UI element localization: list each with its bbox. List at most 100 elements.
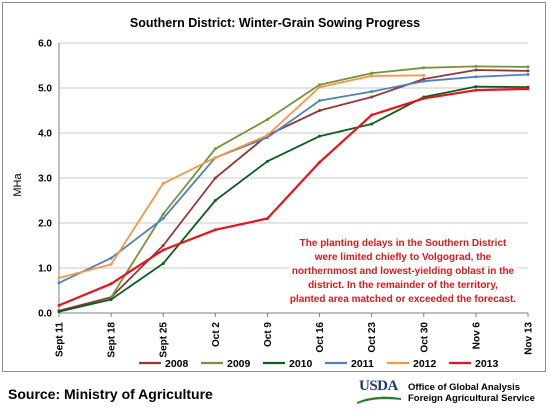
chart-title: Southern District: Winter-Grain Sowing P… (130, 16, 420, 30)
annotation-box (288, 232, 518, 310)
data-point (370, 74, 374, 78)
series-line (58, 74, 424, 279)
legend-label: 2010 (289, 358, 313, 370)
series-2009 (109, 64, 530, 299)
x-tick-label: Oct 23 (367, 322, 378, 353)
data-point (57, 303, 61, 307)
data-point (57, 276, 61, 280)
data-point (318, 134, 322, 138)
data-point (213, 199, 217, 202)
data-point (422, 79, 426, 83)
legend: 2008 2009 2010 2011 2012 2013 (139, 358, 499, 370)
data-point (265, 118, 269, 121)
data-point (474, 75, 478, 79)
data-point (161, 217, 165, 220)
x-tick-label: Oct 30 (419, 322, 430, 353)
data-point (109, 298, 113, 301)
data-point (474, 85, 478, 89)
usda-logo: USDA (355, 378, 407, 408)
data-point (161, 212, 165, 216)
data-point (161, 248, 165, 252)
data-point (213, 147, 217, 151)
data-point (526, 65, 530, 69)
x-tick-label: Sept 11 (55, 322, 66, 357)
series-line (58, 85, 529, 313)
y-tick-label: 1.0 (38, 264, 52, 275)
y-tick-label: 3.0 (38, 174, 52, 185)
data-point (109, 256, 113, 260)
data-point (474, 68, 478, 72)
data-point (370, 122, 374, 126)
usda-swoosh-icon (357, 396, 401, 404)
annotation-line: district. In the remainder of the territ… (308, 280, 498, 291)
data-point (318, 109, 322, 112)
agency-line-1: Office of Global Analysis (408, 382, 521, 393)
data-point (265, 217, 269, 220)
chart-frame: Southern District: Winter-Grain Sowing P… (2, 2, 546, 372)
legend-item-2012: 2012 (387, 358, 437, 370)
data-point (526, 69, 530, 73)
series-2012 (57, 73, 426, 280)
agency-name: Office of Global Analysis Foreign Agricu… (408, 382, 535, 404)
legend-item-2009: 2009 (201, 358, 251, 370)
data-point (526, 73, 530, 76)
data-point (370, 95, 374, 99)
x-tick-label: Oct 9 (263, 322, 274, 347)
data-point (422, 96, 426, 100)
data-point (213, 176, 217, 180)
source-note: Source: Ministry of Agriculture (8, 386, 213, 402)
data-point (109, 282, 113, 286)
legend-label: 2011 (351, 358, 374, 370)
legend-label: 2009 (227, 358, 251, 370)
data-point (265, 136, 269, 139)
annotation-line: were limited chiefly to Volgograd, the (314, 252, 492, 263)
annotation: The planting delays in the Southern Dist… (288, 232, 518, 310)
data-point (422, 66, 426, 70)
legend-label: 2008 (165, 358, 189, 370)
data-point (422, 77, 426, 81)
x-tick-label: Oct 2 (211, 322, 222, 347)
annotation-line: northernmost and lowest-yielding oblast … (292, 266, 515, 277)
y-tick-label: 4.0 (38, 129, 52, 140)
data-point (422, 73, 426, 77)
data-point (265, 159, 269, 163)
data-point (161, 262, 165, 265)
annotation-line: planted area matched or exceeded the for… (290, 294, 516, 305)
data-point (213, 228, 217, 232)
x-tick-label: Oct 16 (315, 322, 326, 353)
series-line (58, 73, 529, 284)
plot-area: 0.0 1.0 2.0 3.0 4.0 5.0 6.0 Sept 11 Sept 18 Sept … (38, 39, 534, 358)
data-point (265, 133, 269, 137)
legend-item-2011: 2011 (325, 358, 374, 370)
line-chart: Southern District: Winter-Grain Sowing P… (12, 16, 535, 370)
data-point (370, 90, 374, 94)
legend-label: 2012 (413, 358, 437, 370)
usda-logo-text: USDA (359, 378, 398, 394)
data-point (161, 181, 165, 185)
x-tick-label: Nov 6 (471, 322, 482, 350)
data-point (526, 87, 530, 91)
series-2013 (57, 87, 530, 307)
data-point (474, 64, 478, 68)
y-tick-label: 0.0 (38, 309, 52, 320)
y-tick-label: 2.0 (38, 219, 52, 230)
series-line (58, 69, 529, 312)
legend-label: 2013 (475, 358, 499, 370)
x-tick-label: Sept 25 (159, 322, 170, 358)
series-line (58, 87, 529, 307)
data-point (318, 99, 322, 103)
y-axis-label: MHa (12, 173, 24, 197)
y-tick-label: 6.0 (38, 39, 52, 50)
data-point (161, 244, 165, 247)
legend-item-2008: 2008 (139, 358, 189, 370)
y-tick-label: 5.0 (38, 84, 52, 95)
legend-item-2013: 2013 (449, 358, 499, 370)
data-point (318, 83, 322, 87)
agency-line-2: Foreign Agricultural Service (408, 393, 535, 404)
x-tick-label: Nov 13 (524, 322, 535, 355)
data-point (474, 88, 478, 92)
data-point (57, 310, 61, 314)
data-point (370, 113, 374, 117)
legend-item-2010: 2010 (263, 358, 313, 370)
data-point (109, 262, 113, 266)
